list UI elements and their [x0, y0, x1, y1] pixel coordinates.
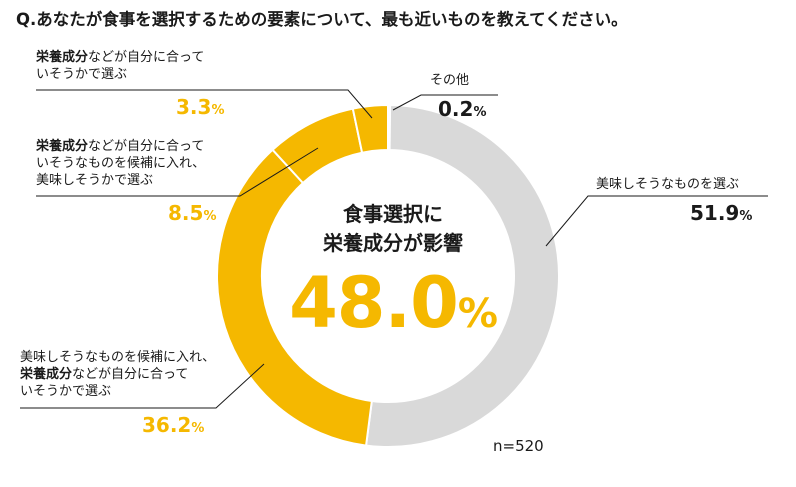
- label-tasty: 美味しそうなものを選ぶ: [596, 177, 740, 192]
- label-other: その他: [430, 73, 470, 88]
- leader-nutrition: [36, 89, 373, 119]
- value-other: 0.2%: [438, 97, 487, 121]
- label-nutrition: 栄養成分などが自分に合って いそうかで選ぶ: [36, 50, 205, 82]
- sample-size: n=520: [493, 437, 544, 455]
- leader-nutrition-then-tasty: [36, 147, 319, 197]
- donut-slice-1: [364, 103, 560, 448]
- question-title: Q.あなたが食事を選択するための要素について、最も近いものを教えてください。: [16, 10, 628, 29]
- leader-tasty: [545, 195, 768, 247]
- leader-other: [392, 94, 498, 111]
- leader-tasty-then-nutrition: [20, 363, 265, 409]
- center-title: 食事選択に 栄養成分が影響: [323, 202, 463, 255]
- donut-slice-4: [351, 103, 389, 154]
- value-tasty: 51.9%: [690, 201, 753, 225]
- value-nutrition: 3.3%: [176, 95, 225, 119]
- value-nutrition-then-tasty: 8.5%: [168, 201, 217, 225]
- center-value: 48.0%: [289, 262, 498, 344]
- label-nutrition-then-tasty: 栄養成分などが自分に合って いそうなものを候補に入れ、 美味しそうかで選ぶ: [36, 139, 206, 188]
- value-tasty-then-nutrition: 36.2%: [142, 413, 205, 437]
- label-tasty-then-nutrition: 美味しそうなものを候補に入れ、 栄養成分などが自分に合って いそうかで選ぶ: [20, 350, 216, 399]
